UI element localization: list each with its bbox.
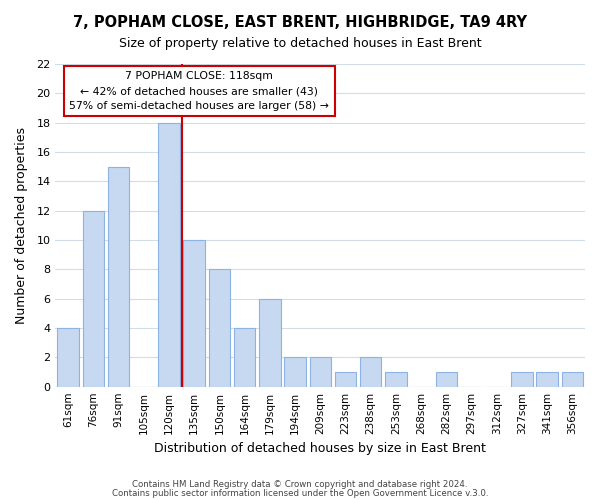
Bar xyxy=(360,358,382,386)
Bar xyxy=(83,210,104,386)
Bar xyxy=(58,328,79,386)
Bar xyxy=(436,372,457,386)
Text: Size of property relative to detached houses in East Brent: Size of property relative to detached ho… xyxy=(119,38,481,51)
Bar xyxy=(259,298,281,386)
Bar xyxy=(234,328,255,386)
Bar xyxy=(310,358,331,386)
Bar xyxy=(335,372,356,386)
Text: 7, POPHAM CLOSE, EAST BRENT, HIGHBRIDGE, TA9 4RY: 7, POPHAM CLOSE, EAST BRENT, HIGHBRIDGE,… xyxy=(73,15,527,30)
Bar xyxy=(209,270,230,386)
Text: 7 POPHAM CLOSE: 118sqm
← 42% of detached houses are smaller (43)
57% of semi-det: 7 POPHAM CLOSE: 118sqm ← 42% of detached… xyxy=(69,72,329,111)
Bar xyxy=(184,240,205,386)
Bar xyxy=(536,372,558,386)
Bar xyxy=(284,358,306,386)
Bar xyxy=(511,372,533,386)
Bar xyxy=(158,122,179,386)
Bar xyxy=(385,372,407,386)
Text: Contains public sector information licensed under the Open Government Licence v.: Contains public sector information licen… xyxy=(112,489,488,498)
Y-axis label: Number of detached properties: Number of detached properties xyxy=(15,127,28,324)
X-axis label: Distribution of detached houses by size in East Brent: Distribution of detached houses by size … xyxy=(154,442,486,455)
Bar xyxy=(108,166,129,386)
Bar xyxy=(562,372,583,386)
Text: Contains HM Land Registry data © Crown copyright and database right 2024.: Contains HM Land Registry data © Crown c… xyxy=(132,480,468,489)
